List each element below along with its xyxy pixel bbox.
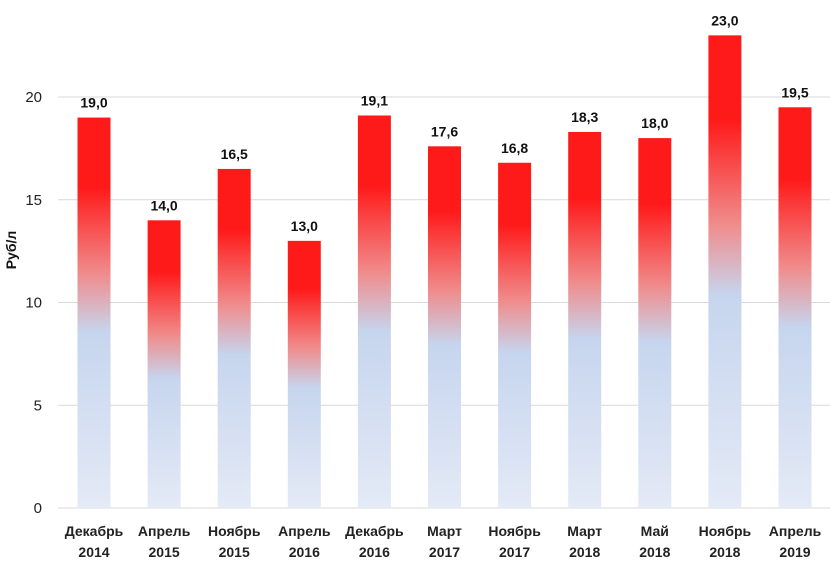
- x-tick-label: Апрель 2016: [278, 523, 331, 560]
- y-axis: 0 5 10 15 20: [25, 89, 42, 517]
- y-tick-label: 5: [34, 397, 42, 414]
- data-label: 18,0: [641, 115, 668, 131]
- bar: [778, 107, 812, 509]
- y-tick-label: 15: [25, 192, 42, 209]
- x-tick-label: Апрель 2015: [138, 523, 191, 560]
- y-axis-label: Руб/л: [3, 231, 19, 270]
- x-tick-label: Декабрь 2014: [65, 523, 124, 560]
- data-labels: 19,0 14,0 16,5 13,0 19,1 17,6 16,8 18,3 18,0 23,0…: [80, 12, 808, 234]
- data-label: 16,8: [501, 140, 528, 156]
- bar: [147, 220, 181, 509]
- data-label: 17,6: [431, 123, 458, 139]
- data-label: 16,5: [221, 146, 248, 162]
- bar: [217, 168, 251, 509]
- y-tick-label: 10: [25, 295, 42, 312]
- x-tick-label: Март 2018: [567, 523, 602, 560]
- x-tick-label: Декабрь 2016: [345, 523, 404, 560]
- bar: [638, 138, 672, 508]
- x-tick-label: Май 2018: [639, 523, 670, 560]
- x-axis: Декабрь 2014 Апрель 2015 Ноябрь 2015 Апрель 201…: [65, 523, 822, 560]
- data-label: 18,3: [571, 109, 598, 125]
- bar: [498, 162, 532, 508]
- bar: [357, 115, 391, 509]
- data-label: 14,0: [150, 197, 177, 213]
- bar: [77, 117, 111, 509]
- x-tick-label: Ноябрь 2015: [208, 523, 261, 560]
- data-label: 19,0: [80, 95, 107, 111]
- data-label: 23,0: [711, 12, 738, 28]
- bar: [708, 35, 742, 508]
- bar: [568, 131, 602, 508]
- y-tick-label: 20: [25, 89, 42, 106]
- data-label: 13,0: [291, 218, 318, 234]
- y-tick-label: 0: [34, 500, 42, 517]
- x-tick-label: Ноябрь 2018: [699, 523, 752, 560]
- x-tick-label: Март 2017: [427, 523, 462, 560]
- bar: [428, 146, 461, 508]
- data-label: 19,5: [781, 84, 808, 100]
- x-tick-label: Апрель 2019: [769, 523, 822, 560]
- bar: [287, 240, 321, 508]
- bars: [77, 35, 812, 509]
- x-tick-label: Ноябрь 2017: [488, 523, 541, 560]
- data-label: 19,1: [361, 92, 388, 108]
